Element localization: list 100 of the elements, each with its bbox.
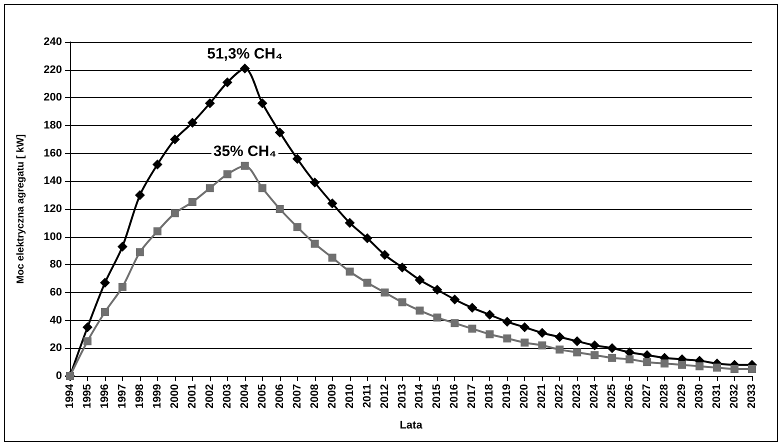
- point: [380, 250, 390, 260]
- point: [100, 308, 109, 316]
- point: [240, 162, 249, 170]
- point: [556, 346, 564, 354]
- point: [607, 343, 618, 354]
- point: [328, 254, 336, 262]
- point: [310, 178, 320, 188]
- y-tick-label: 220: [44, 64, 62, 76]
- point: [713, 364, 722, 372]
- point: [206, 184, 214, 192]
- point: [433, 314, 442, 322]
- point: [748, 365, 756, 374]
- point: [450, 319, 459, 328]
- point: [204, 98, 215, 108]
- point: [573, 348, 582, 356]
- point: [100, 278, 110, 288]
- point: [590, 351, 599, 360]
- point: [572, 336, 582, 346]
- x-tick-label: 2007: [291, 384, 304, 408]
- x-tick-label: 2014: [414, 383, 426, 408]
- x-tick-label: 2021: [536, 384, 548, 408]
- point: [170, 134, 180, 144]
- y-tick-label: 100: [44, 230, 62, 243]
- point: [414, 274, 425, 285]
- point: [222, 77, 232, 88]
- point: [502, 316, 512, 327]
- x-tick-label: 1994: [64, 383, 76, 408]
- point: [136, 248, 144, 256]
- y-tick-label: 80: [50, 258, 62, 271]
- point: [398, 298, 406, 306]
- y-tick-label: 120: [44, 203, 62, 215]
- point: [416, 306, 424, 315]
- x-tick-label: 2006: [274, 384, 286, 408]
- point: [432, 284, 442, 295]
- x-tick-label: 2026: [624, 384, 636, 408]
- x-tick-label: 1999: [151, 384, 164, 408]
- x-tick-label: 2027: [641, 384, 654, 408]
- point: [346, 268, 354, 276]
- point: [310, 240, 319, 248]
- point: [134, 190, 145, 200]
- annotation: 35% CH₄: [213, 142, 276, 160]
- x-tick-label: 2005: [256, 384, 268, 408]
- x-tick-label: 2025: [606, 384, 618, 408]
- point: [450, 294, 460, 304]
- y-tick-label: 20: [50, 342, 62, 354]
- point: [520, 338, 529, 347]
- point: [292, 154, 302, 164]
- point: [153, 227, 162, 236]
- point: [397, 262, 408, 272]
- x-tick-label: 2011: [361, 384, 374, 408]
- point: [188, 198, 196, 206]
- point: [468, 324, 476, 333]
- y-tick-label: 140: [44, 175, 62, 188]
- point: [626, 355, 634, 364]
- point: [660, 359, 669, 368]
- x-tick-label: 1995: [81, 384, 94, 408]
- y-axis-title: Moc elektryczna agregatu [ kW]: [16, 134, 26, 284]
- x-tick-label: 2013: [396, 384, 408, 408]
- point: [344, 218, 355, 228]
- point: [363, 278, 372, 287]
- point: [152, 159, 162, 170]
- point: [187, 118, 198, 128]
- point: [117, 242, 128, 252]
- x-tick-label: 2029: [676, 384, 688, 408]
- x-tick-label: 2033: [746, 384, 758, 408]
- x-tick-label: 2002: [204, 384, 216, 408]
- point: [730, 365, 739, 374]
- x-tick-label: 2003: [221, 384, 234, 408]
- x-tick-label: 2010: [344, 384, 356, 408]
- x-tick-label: 2030: [694, 384, 706, 408]
- x-tick-label: 2019: [501, 384, 514, 408]
- x-tick-label: 2015: [431, 384, 444, 408]
- point: [380, 288, 389, 296]
- y-tick-label: 40: [50, 314, 62, 326]
- point: [467, 302, 478, 313]
- point: [327, 198, 338, 208]
- point: [240, 63, 250, 74]
- y-tick-label: 240: [44, 36, 62, 48]
- x-tick-label: 2000: [168, 384, 181, 408]
- point: [538, 341, 546, 350]
- point: [118, 282, 126, 291]
- x-tick-label: 2032: [728, 384, 741, 408]
- x-tick-label: 2028: [658, 384, 671, 408]
- point: [537, 328, 548, 338]
- point: [257, 98, 268, 108]
- point: [590, 340, 600, 350]
- x-tick-label: 1996: [98, 384, 111, 408]
- point: [274, 127, 285, 138]
- y-tick-label: 60: [50, 286, 62, 298]
- x-tick-label: 2009: [326, 384, 338, 408]
- y-tick-label: 200: [44, 92, 62, 104]
- x-tick-label: 2008: [308, 384, 321, 408]
- point: [362, 233, 372, 244]
- y-tick-label: 0: [56, 370, 62, 382]
- annotation: 51,3% CH₄: [207, 45, 283, 62]
- point: [484, 310, 495, 320]
- x-tick-label: 2016: [448, 384, 461, 408]
- point: [276, 205, 284, 213]
- point: [83, 337, 92, 346]
- point: [293, 223, 302, 232]
